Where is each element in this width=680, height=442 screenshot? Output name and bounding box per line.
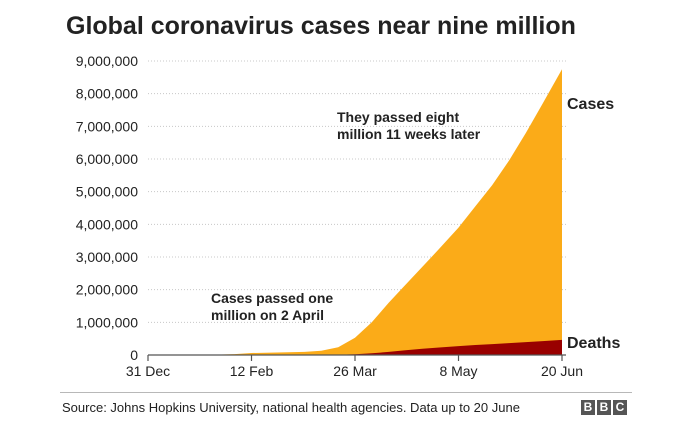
chart-title: Global coronavirus cases near nine milli… <box>66 12 576 40</box>
x-tick-label: 20 Jun <box>541 363 583 379</box>
series-label-cases: Cases <box>567 96 614 113</box>
y-tick-label: 0 <box>130 347 138 363</box>
y-tick-label: 2,000,000 <box>76 282 138 298</box>
y-tick-label: 5,000,000 <box>76 184 138 200</box>
y-tick-label: 1,000,000 <box>76 314 138 330</box>
y-tick-label: 7,000,000 <box>76 118 138 134</box>
bbc-logo-letter: B <box>581 400 595 415</box>
x-tick-label: 8 May <box>439 363 477 379</box>
annotation-line: They passed eight <box>337 109 459 125</box>
x-tick-label: 31 Dec <box>126 363 170 379</box>
series-areas <box>148 69 562 355</box>
x-tick-label: 12 Feb <box>230 363 274 379</box>
annotation-line: Cases passed one <box>211 290 333 306</box>
bbc-logo: B B C <box>581 400 627 415</box>
bbc-logo-letter: B <box>597 400 611 415</box>
y-tick-label: 9,000,000 <box>76 53 138 69</box>
series-area-deaths <box>148 339 562 355</box>
series-area-cases <box>148 69 562 355</box>
series-label-deaths: Deaths <box>567 335 620 352</box>
axes <box>147 354 566 361</box>
y-tick-label: 3,000,000 <box>76 249 138 265</box>
annotation-line: million on 2 April <box>211 307 324 323</box>
y-tick-label: 8,000,000 <box>76 86 138 102</box>
y-tick-label: 4,000,000 <box>76 216 138 232</box>
footer-divider <box>60 392 632 393</box>
x-tick-label: 26 Mar <box>333 363 377 379</box>
labels: 0 1,000,000 2,000,000 3,000,000 4,000,000 5,0… <box>76 53 621 379</box>
source-note: Source: Johns Hopkins University, nation… <box>62 400 520 415</box>
y-tick-label: 6,000,000 <box>76 151 138 167</box>
area-chart: 0 1,000,000 2,000,000 3,000,000 4,000,000 5,0… <box>76 53 621 379</box>
bbc-logo-letter: C <box>613 400 627 415</box>
annotation-line: million 11 weeks later <box>337 126 481 142</box>
